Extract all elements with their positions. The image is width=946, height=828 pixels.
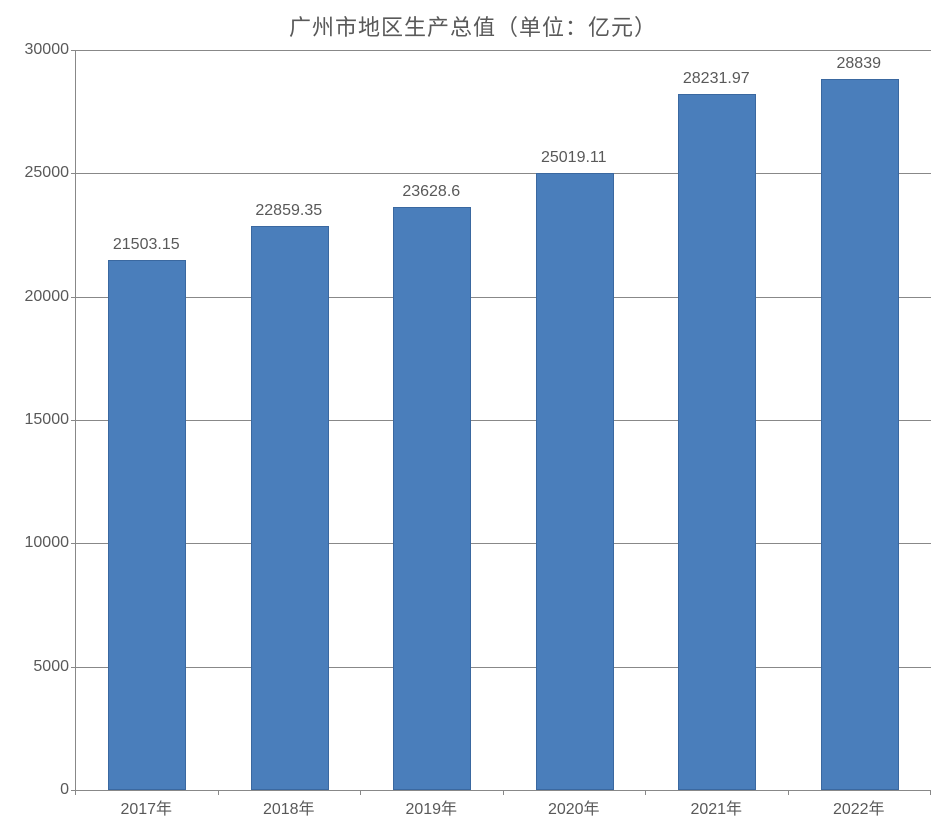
grid-line: [76, 50, 931, 51]
grid-line: [76, 667, 931, 668]
grid-line: [76, 420, 931, 421]
bar: [251, 226, 329, 790]
grid-line: [76, 173, 931, 174]
bar: [821, 79, 899, 790]
y-tick-label: 15000: [9, 411, 69, 429]
x-tick-mark: [75, 790, 76, 795]
x-tick-mark: [645, 790, 646, 795]
bar: [108, 260, 186, 790]
x-tick-mark: [503, 790, 504, 795]
x-tick-label: 2019年: [405, 795, 457, 819]
bar: [393, 207, 471, 790]
y-tick-mark: [71, 543, 76, 544]
bar-value-label: 22859.35: [255, 202, 322, 220]
x-tick-label: 2018年: [263, 795, 315, 819]
x-tick-mark: [360, 790, 361, 795]
chart-title: 广州市地区生产总值（单位：亿元）: [0, 10, 946, 42]
y-tick-mark: [71, 420, 76, 421]
bar-value-label: 21503.15: [113, 236, 180, 254]
bar: [678, 94, 756, 790]
y-tick-label: 5000: [9, 658, 69, 676]
y-tick-label: 25000: [9, 164, 69, 182]
x-tick-label: 2020年: [548, 795, 600, 819]
y-tick-label: 10000: [9, 534, 69, 552]
y-tick-mark: [71, 173, 76, 174]
x-tick-mark: [788, 790, 789, 795]
y-tick-label: 20000: [9, 288, 69, 306]
y-tick-label: 0: [9, 781, 69, 799]
x-tick-label: 2017年: [120, 795, 172, 819]
x-tick-mark: [218, 790, 219, 795]
plot-area: [75, 50, 931, 791]
grid-line: [76, 297, 931, 298]
bar-value-label: 28839: [837, 55, 882, 73]
grid-line: [76, 543, 931, 544]
x-tick-label: 2021年: [690, 795, 742, 819]
bar-value-label: 28231.97: [683, 70, 750, 88]
y-tick-mark: [71, 667, 76, 668]
chart-container: 广州市地区生产总值（单位：亿元） 0 5000 10000 15000 20000 250…: [0, 0, 946, 828]
bar-value-label: 25019.11: [541, 149, 607, 167]
bar: [536, 173, 614, 790]
bar-value-label: 23628.6: [402, 183, 460, 201]
y-tick-mark: [71, 297, 76, 298]
y-tick-label: 30000: [9, 41, 69, 59]
y-tick-mark: [71, 50, 76, 51]
x-tick-mark: [930, 790, 931, 795]
x-tick-label: 2022年: [833, 795, 885, 819]
